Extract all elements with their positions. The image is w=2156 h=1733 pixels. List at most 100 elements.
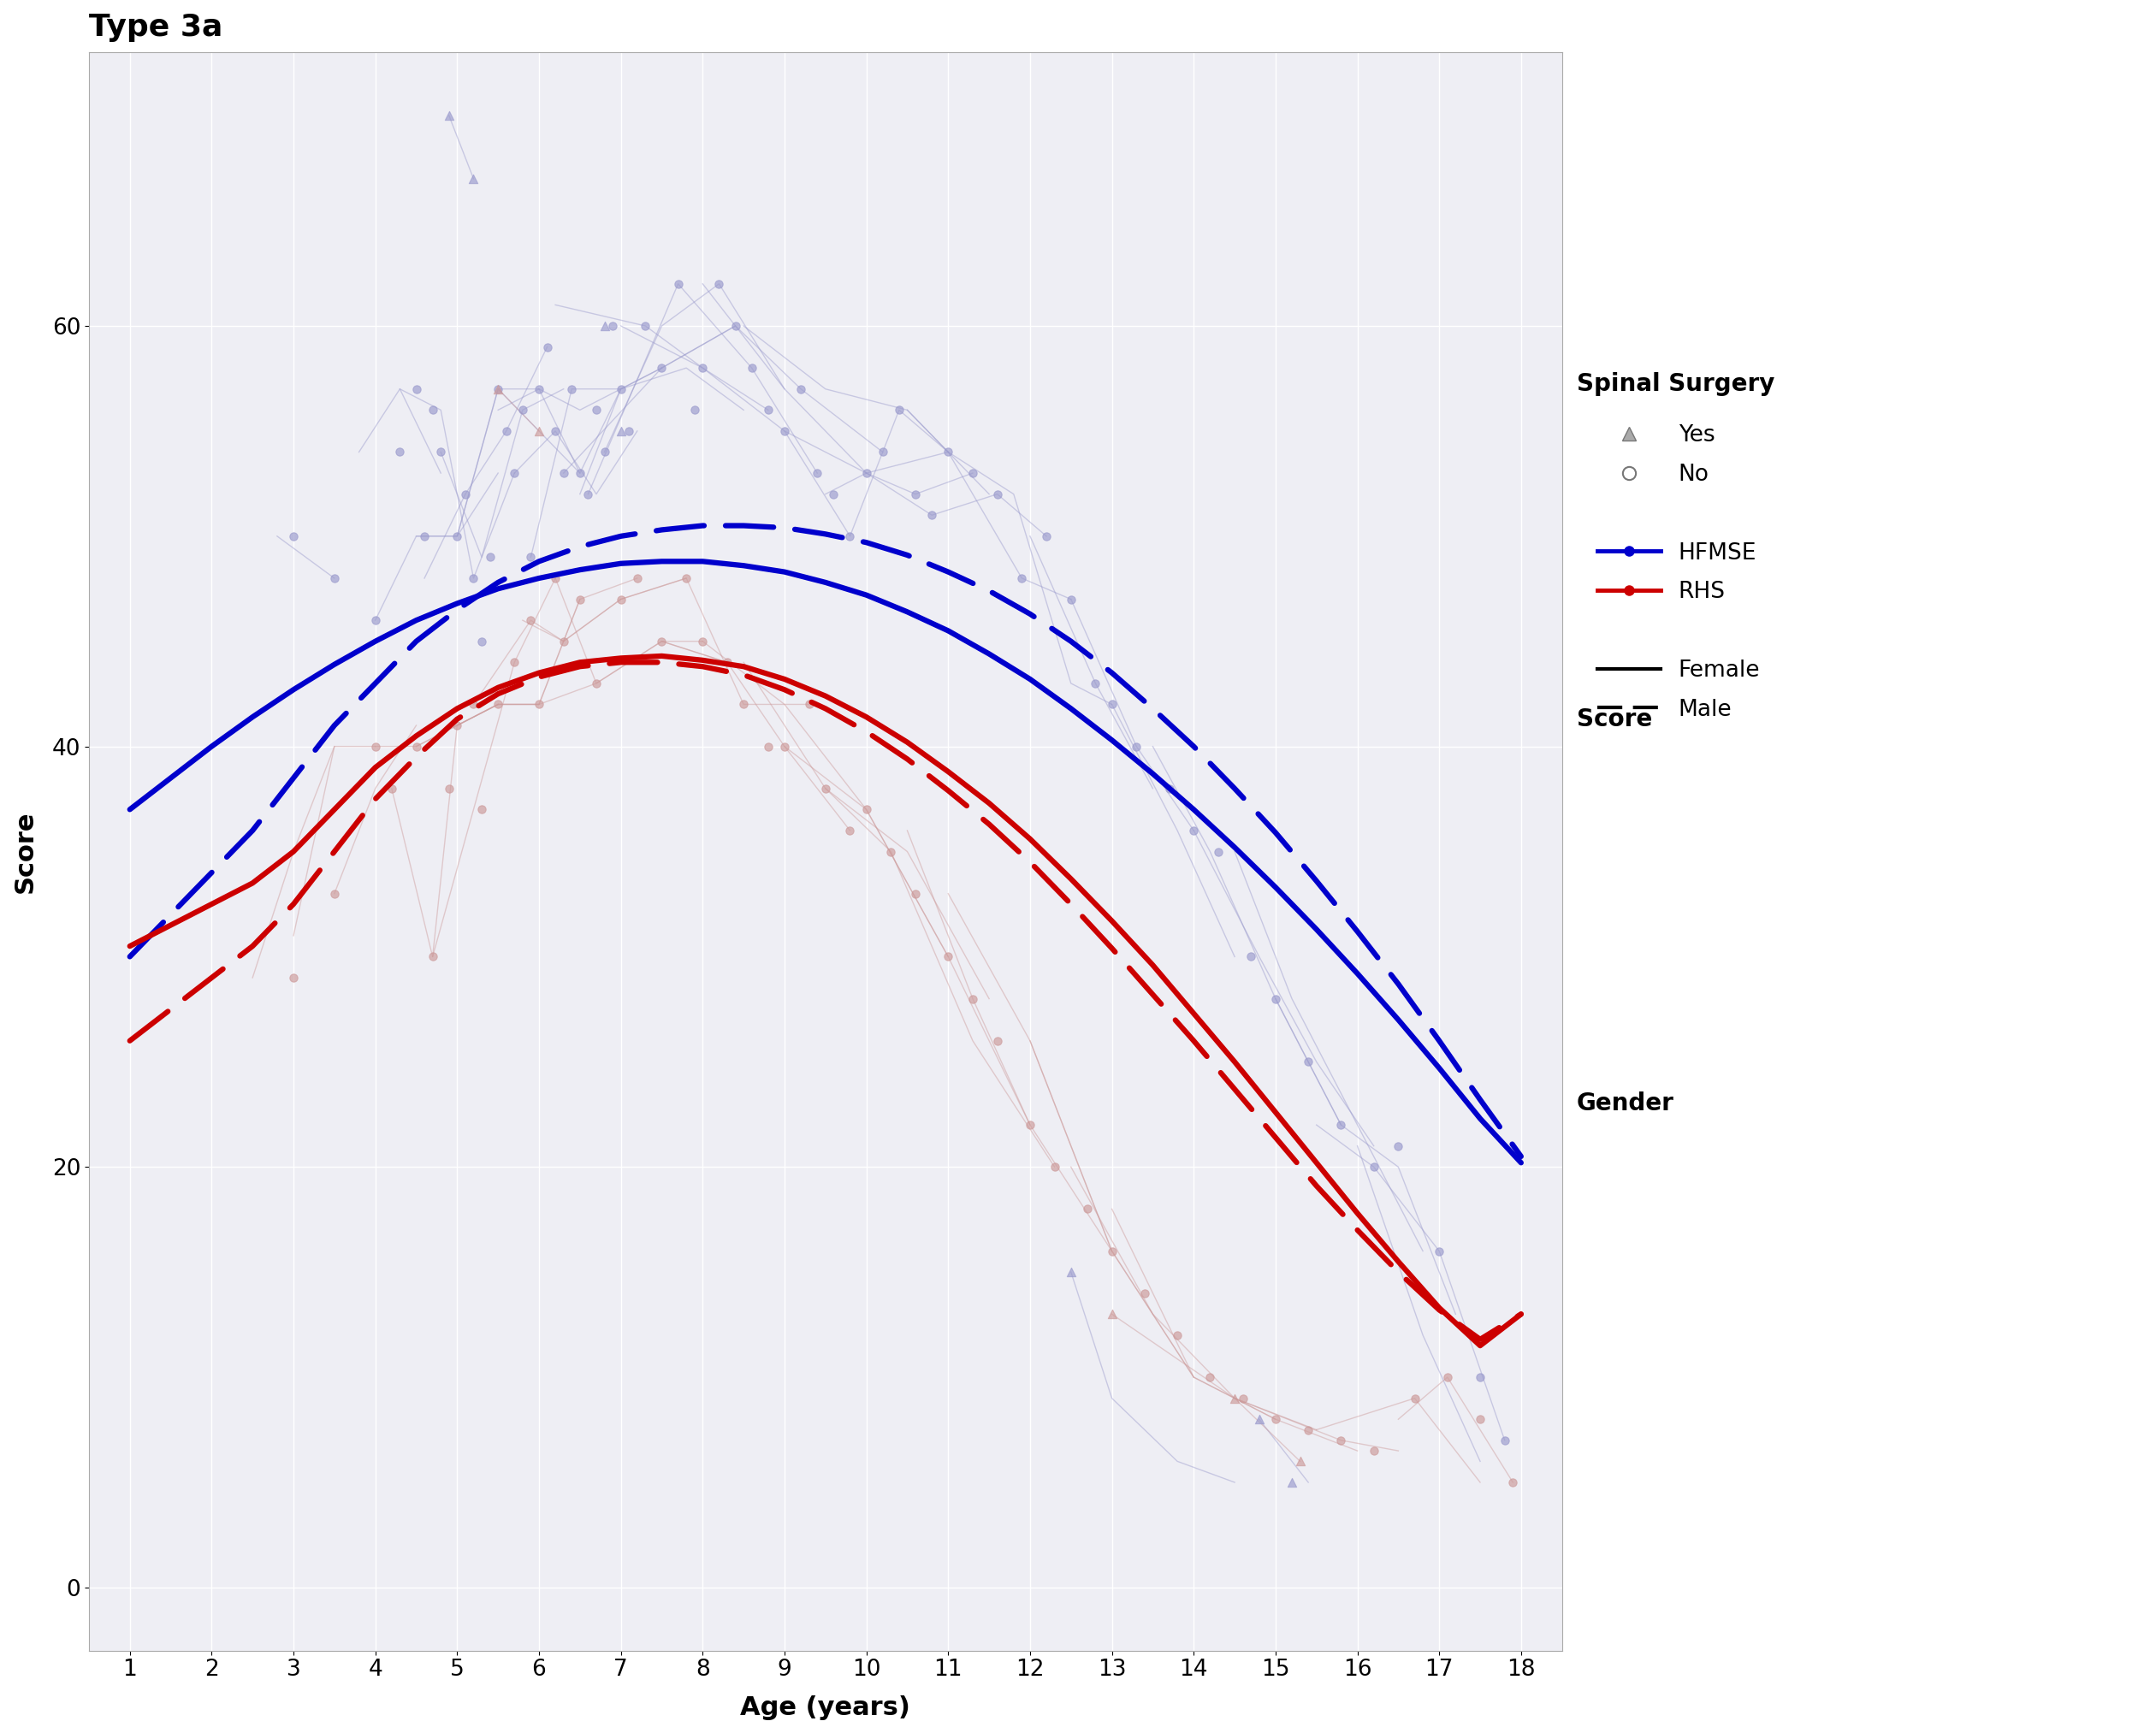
Point (545, 459, 580, 487)
Point (1225, 1385, 1259, 1412)
Point (1242, 1405, 1276, 1433)
Point (931, 943, 966, 970)
Point (677, 397, 711, 425)
Point (1069, 1196, 1104, 1223)
Point (563, 459, 597, 487)
Point (276, 964, 310, 991)
Point (849, 459, 884, 487)
Point (457, 565, 492, 593)
Point (481, 374, 515, 402)
Point (981, 1028, 1015, 1055)
Point (955, 459, 990, 487)
Point (416, 943, 451, 970)
Point (595, 312, 630, 340)
Point (668, 565, 703, 593)
Point (1119, 733, 1153, 761)
Point (580, 397, 614, 425)
Point (498, 459, 533, 487)
Point (586, 312, 621, 340)
Point (481, 374, 515, 402)
Point (1356, 1152, 1391, 1180)
Point (750, 733, 785, 761)
Point (1274, 1468, 1309, 1496)
Point (1259, 1405, 1294, 1433)
Point (662, 270, 696, 298)
Point (865, 438, 899, 466)
Point (586, 438, 621, 466)
Point (1283, 1447, 1317, 1475)
Point (1078, 669, 1112, 697)
Y-axis label: Score: Score (13, 811, 37, 892)
Point (1028, 522, 1063, 549)
Point (727, 690, 761, 717)
Point (791, 690, 826, 717)
Point (1128, 1279, 1162, 1307)
Point (703, 270, 737, 298)
Point (1324, 1426, 1358, 1454)
Point (375, 775, 410, 802)
Point (768, 733, 802, 761)
Point (873, 837, 908, 865)
Point (539, 418, 573, 445)
Point (1160, 1321, 1194, 1348)
Point (1233, 943, 1268, 970)
Text: Type 3a: Type 3a (88, 12, 222, 42)
Point (464, 627, 498, 655)
Point (604, 374, 638, 402)
Point (882, 397, 916, 425)
Point (1037, 1152, 1072, 1180)
Point (498, 648, 533, 676)
Point (423, 438, 457, 466)
Point (604, 418, 638, 445)
Point (832, 816, 867, 844)
Point (1054, 586, 1089, 613)
Point (604, 586, 638, 613)
Point (580, 669, 614, 697)
Point (539, 565, 573, 593)
Point (621, 565, 655, 593)
Point (481, 690, 515, 717)
Point (899, 480, 934, 508)
Point (276, 522, 310, 549)
Point (545, 627, 580, 655)
Point (1423, 1237, 1457, 1265)
Text: Spinal Surgery: Spinal Surgery (1576, 373, 1774, 397)
Point (1324, 1111, 1358, 1139)
Point (431, 102, 466, 130)
Point (317, 880, 351, 908)
Point (1356, 1437, 1391, 1464)
Point (399, 733, 433, 761)
Point (571, 480, 606, 508)
Point (1496, 1468, 1531, 1496)
Point (358, 607, 392, 634)
Point (1382, 1132, 1416, 1159)
Point (440, 522, 474, 549)
Point (464, 795, 498, 823)
Point (800, 459, 834, 487)
Point (914, 501, 949, 529)
Point (1291, 1048, 1326, 1076)
Point (563, 586, 597, 613)
Point (645, 354, 679, 381)
Point (522, 374, 556, 402)
Point (1013, 1111, 1048, 1139)
Point (1177, 816, 1212, 844)
Point (513, 544, 548, 572)
Point (750, 397, 785, 425)
Point (382, 438, 416, 466)
Text: Score: Score (1576, 707, 1651, 731)
Point (686, 627, 720, 655)
Point (1095, 690, 1130, 717)
Point (1218, 1385, 1253, 1412)
Point (1054, 1258, 1089, 1286)
Point (513, 607, 548, 634)
Point (735, 354, 770, 381)
Point (1005, 565, 1039, 593)
Point (522, 690, 556, 717)
Point (448, 480, 483, 508)
Point (783, 374, 817, 402)
Point (981, 480, 1015, 508)
Point (1488, 1426, 1522, 1454)
Point (1095, 1237, 1130, 1265)
Point (709, 648, 744, 676)
